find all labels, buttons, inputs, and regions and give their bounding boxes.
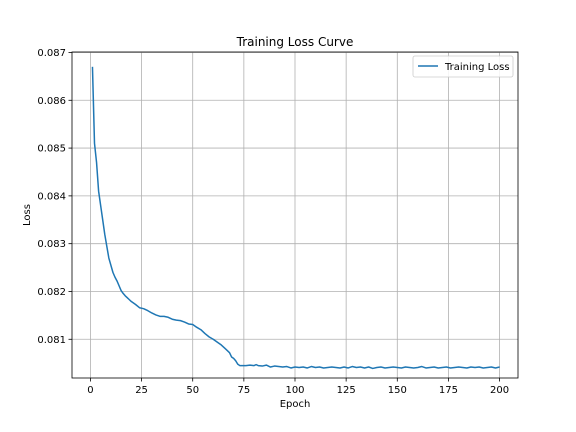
x-axis-label: Epoch: [280, 399, 311, 410]
legend-label: Training Loss: [444, 62, 510, 73]
x-tick-label: 125: [337, 385, 356, 396]
series-line-training-loss: [91, 66, 500, 370]
y-tick-label: 0.085: [37, 144, 66, 155]
y-tick-label: 0.087: [37, 48, 66, 59]
ticks: 0 25 50 75 100 125 150 175 200 0.081 0.082 0.083 0.0…: [37, 48, 509, 396]
x-tick-label: 25: [135, 385, 148, 396]
y-tick-label: 0.081: [37, 335, 66, 346]
y-axis-label: Loss: [22, 204, 33, 226]
y-tick-label: 0.084: [37, 191, 66, 202]
x-tick-label: 100: [285, 385, 304, 396]
x-tick-label: 0: [87, 385, 93, 396]
legend-box: [412, 55, 514, 78]
x-tick-label: 150: [388, 385, 407, 396]
x-tick-label: 175: [439, 385, 458, 396]
x-tick-label: 50: [186, 385, 199, 396]
legend: Training Loss: [412, 55, 514, 78]
series-layer: [91, 66, 500, 370]
grid: [72, 52, 518, 378]
y-tick-label: 0.083: [37, 239, 66, 250]
y-tick-label: 0.086: [37, 96, 66, 107]
x-tick-label: 200: [490, 385, 509, 396]
y-tick-label: 0.082: [37, 287, 66, 298]
chart-title: Training Loss Curve: [236, 35, 354, 49]
x-tick-label: 75: [237, 385, 250, 396]
